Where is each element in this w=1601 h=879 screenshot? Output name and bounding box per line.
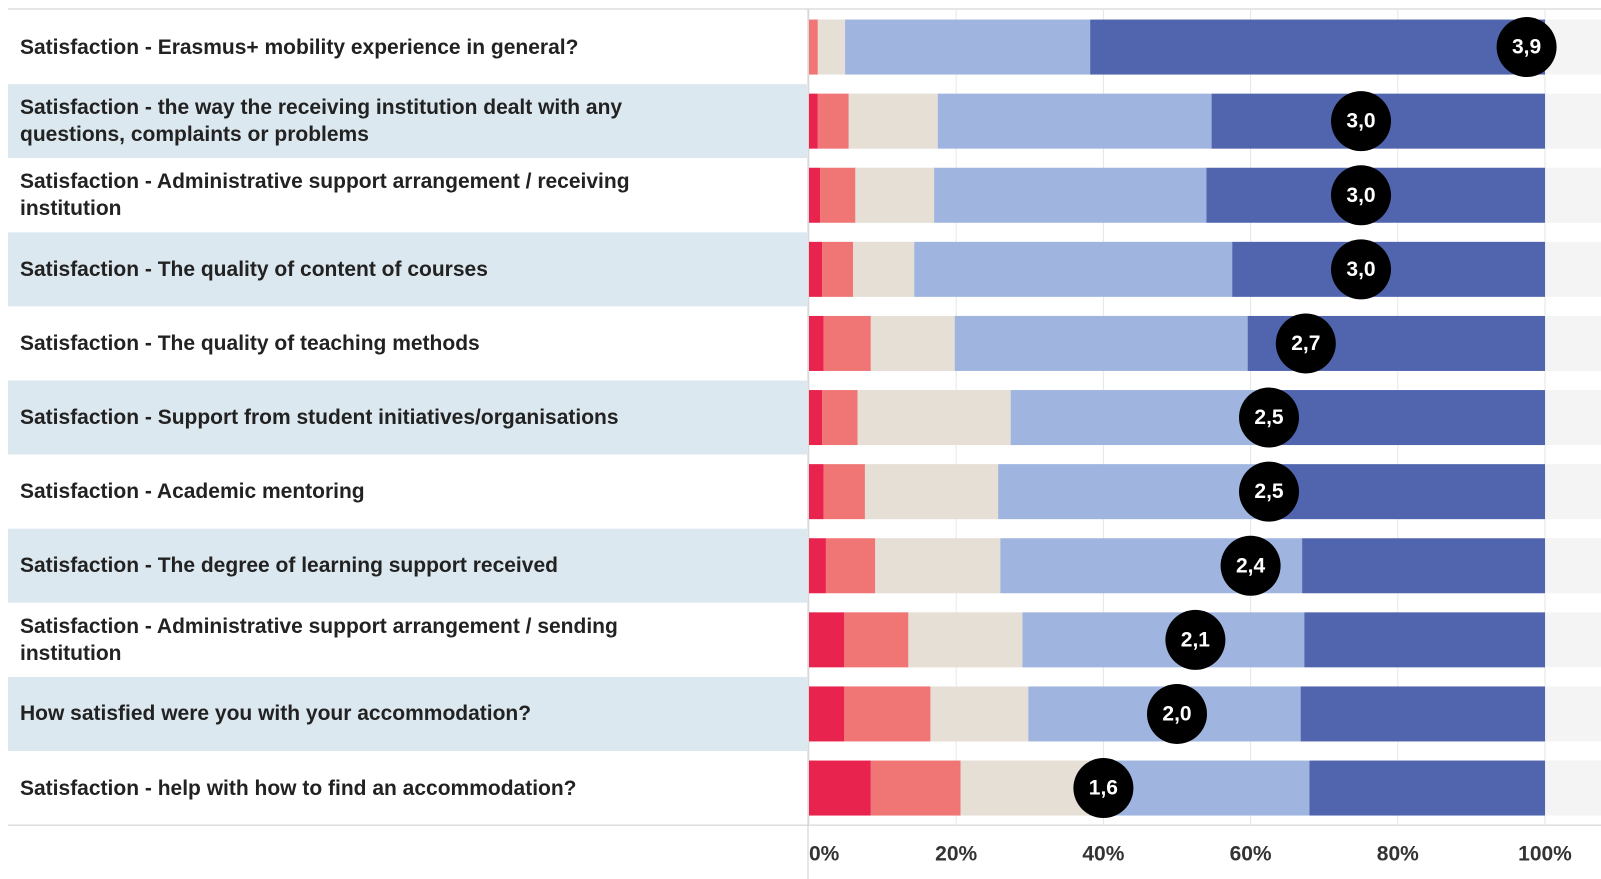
bar-segment (844, 612, 909, 668)
bar-segment (853, 241, 915, 297)
bar-segment (1270, 464, 1545, 520)
row-background (8, 232, 807, 307)
score-marker (1147, 683, 1207, 744)
category-label: Satisfaction - Erasmus+ mobility experie… (20, 35, 579, 59)
score-label: 2,4 (1236, 554, 1266, 577)
x-tick-label: 80% (1377, 843, 1419, 866)
score-label: 2,7 (1291, 332, 1320, 355)
score-label: 3,0 (1346, 258, 1375, 281)
row-background (8, 158, 807, 233)
category-label: Satisfaction - Administrative support ar… (20, 614, 618, 665)
score-label: 2,0 (1162, 702, 1191, 725)
bar-segment (822, 241, 854, 297)
row-background (8, 454, 807, 529)
category-label: Satisfaction - the way the receiving ins… (20, 96, 623, 147)
score-marker (1165, 609, 1226, 670)
bar-segment (914, 241, 1233, 297)
bar-segment (825, 538, 876, 594)
bar-segment (1309, 760, 1545, 816)
row-background (8, 10, 807, 85)
score-marker (1239, 387, 1299, 448)
bar-segment (1272, 390, 1545, 446)
bar-segment (809, 167, 821, 223)
bar-segment (809, 390, 823, 446)
bar-segment (820, 167, 856, 223)
bar-segment (930, 686, 1029, 742)
row-background (8, 306, 807, 381)
score-label: 3,0 (1346, 184, 1375, 207)
bar-segment (1022, 612, 1305, 668)
category-label: Satisfaction - help with how to find an … (20, 776, 577, 800)
bar-segment (809, 686, 845, 742)
bar-segment (809, 241, 823, 297)
bar-segment (1010, 390, 1273, 446)
bar-segment (1090, 19, 1545, 75)
bar-segment (817, 19, 846, 75)
bar-segment (908, 612, 1023, 668)
score-marker (1331, 239, 1391, 300)
category-label: Satisfaction - Support from student init… (20, 406, 619, 430)
bar-segment (809, 538, 826, 594)
score-label: 2,1 (1181, 628, 1211, 651)
score-label: 3,9 (1512, 36, 1541, 59)
bar-segment (809, 315, 824, 371)
bar-segment (870, 315, 955, 371)
x-tick-label: 100% (1518, 843, 1572, 866)
bar-segment (845, 19, 1091, 75)
category-label: How satisfied were you with your accommo… (20, 702, 532, 726)
category-label: Satisfaction - The degree of learning su… (20, 554, 558, 578)
score-label: 2,5 (1254, 406, 1284, 429)
bar-segment (809, 612, 845, 668)
bar-segment (864, 464, 999, 520)
bar-segment (870, 760, 961, 816)
score-label: 3,0 (1346, 110, 1375, 133)
bar-segment (809, 464, 824, 520)
bar-segment (855, 167, 935, 223)
bar-segment (1300, 686, 1545, 742)
category-label: Satisfaction - Academic mentoring (20, 480, 365, 504)
score-marker (1331, 165, 1391, 226)
bar-segment (857, 390, 1011, 446)
score-marker (1073, 758, 1134, 819)
row-background (8, 751, 807, 826)
score-label: 1,6 (1089, 777, 1118, 800)
bar-segment (844, 686, 931, 742)
row-background (8, 676, 807, 751)
bar-segment (960, 760, 1090, 816)
row-background (8, 602, 807, 677)
bar-segment (822, 390, 858, 446)
bar-segment (954, 315, 1248, 371)
category-label: Satisfaction - The quality of teaching m… (20, 331, 480, 355)
bar-segment (823, 315, 871, 371)
score-marker (1331, 91, 1391, 152)
x-tick-label: 40% (1082, 843, 1124, 866)
score-label: 2,5 (1254, 480, 1284, 503)
row-background (8, 84, 807, 159)
bar-segment (809, 19, 818, 75)
x-tick-label: 60% (1230, 843, 1272, 866)
bar-segment (823, 464, 865, 520)
bar-segment (809, 760, 871, 816)
score-marker (1220, 535, 1281, 596)
row-background (8, 380, 807, 455)
score-marker (1239, 461, 1299, 522)
bar-segment (809, 93, 818, 149)
bar-segment (875, 538, 1001, 594)
score-marker (1496, 17, 1557, 78)
bar-segment (937, 93, 1212, 149)
category-label: Satisfaction - Administrative support ar… (20, 170, 630, 221)
bar-segment (1304, 612, 1545, 668)
category-label: Satisfaction - The quality of content of… (20, 257, 488, 281)
x-tick-label: 20% (935, 843, 977, 866)
bar-segment (998, 464, 1271, 520)
bar-segment (934, 167, 1207, 223)
row-background (8, 528, 807, 603)
bar-segment (848, 93, 938, 149)
score-marker (1275, 313, 1336, 374)
bar-segment (817, 93, 849, 149)
bar-segment (1302, 538, 1545, 594)
x-tick-label: 0% (809, 843, 840, 866)
